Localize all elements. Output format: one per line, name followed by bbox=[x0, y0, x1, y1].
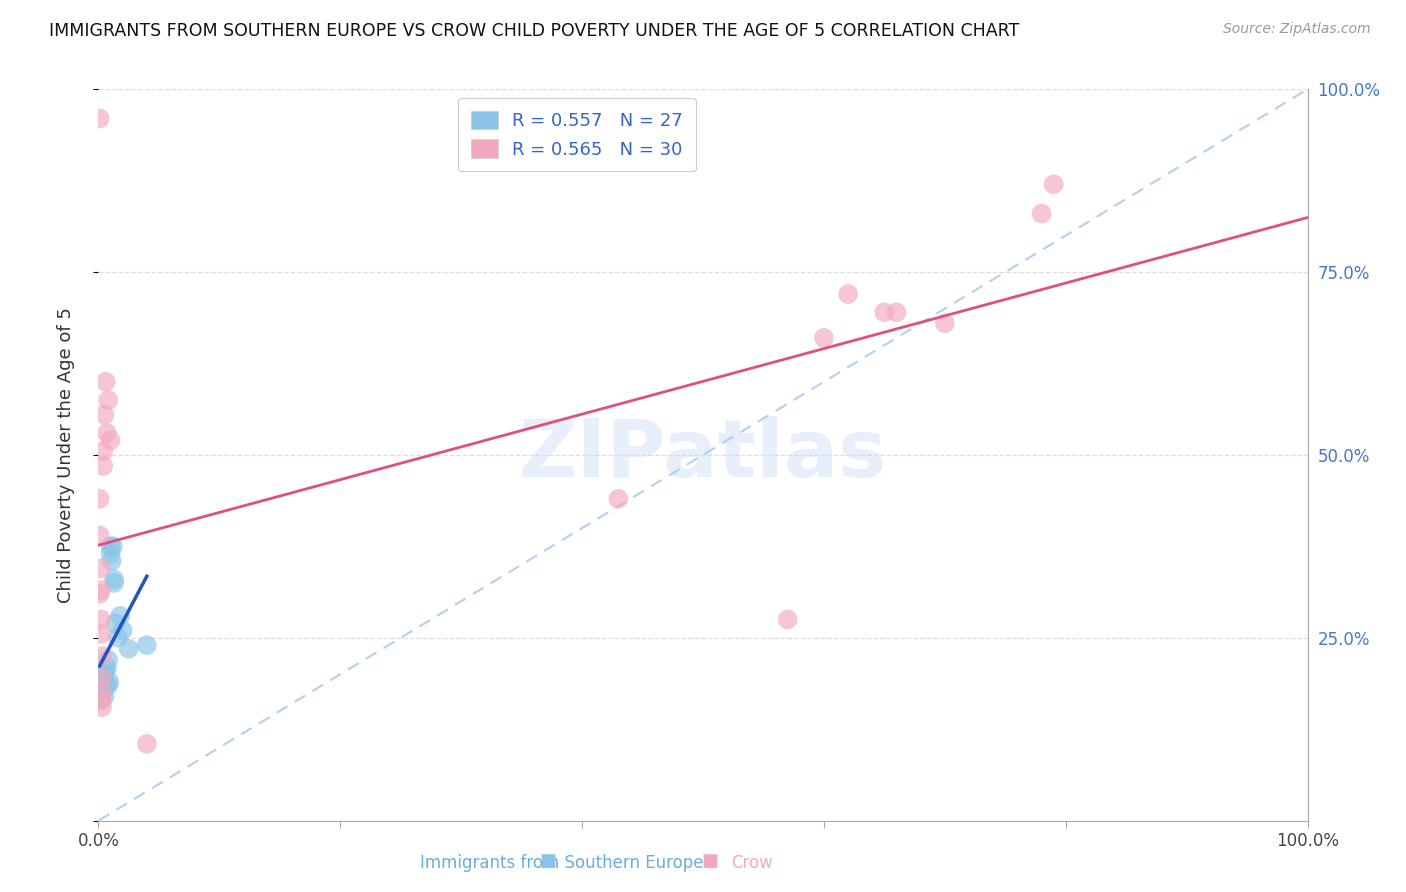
Point bbox=[135, 737, 157, 751]
Point bbox=[91, 671, 114, 685]
Y-axis label: Child Poverty Under the Age of 5: Child Poverty Under the Age of 5 bbox=[56, 307, 75, 603]
Point bbox=[103, 576, 125, 591]
Point bbox=[776, 612, 799, 626]
Point bbox=[90, 583, 112, 598]
Text: Immigrants from Southern Europe: Immigrants from Southern Europe bbox=[419, 855, 703, 872]
Point bbox=[94, 375, 117, 389]
Point bbox=[90, 693, 112, 707]
Point bbox=[94, 664, 117, 678]
Point bbox=[91, 444, 114, 458]
Point bbox=[934, 316, 956, 330]
Point bbox=[100, 434, 122, 448]
Text: Source: ZipAtlas.com: Source: ZipAtlas.com bbox=[1223, 22, 1371, 37]
Point bbox=[91, 686, 114, 700]
Point bbox=[108, 608, 131, 623]
Point bbox=[103, 572, 125, 586]
Point bbox=[100, 547, 122, 561]
Point bbox=[97, 393, 120, 408]
Point bbox=[100, 554, 122, 568]
Text: ■: ■ bbox=[702, 852, 718, 870]
Point bbox=[91, 700, 114, 714]
Point bbox=[89, 528, 111, 542]
Point bbox=[93, 690, 115, 704]
Text: IMMIGRANTS FROM SOUTHERN EUROPE VS CROW CHILD POVERTY UNDER THE AGE OF 5 CORRELA: IMMIGRANTS FROM SOUTHERN EUROPE VS CROW … bbox=[49, 22, 1019, 40]
Point bbox=[96, 425, 118, 440]
Point bbox=[111, 624, 134, 638]
Point bbox=[90, 627, 112, 641]
Point bbox=[813, 331, 835, 345]
Text: ZIPatlas: ZIPatlas bbox=[519, 416, 887, 494]
Point bbox=[101, 539, 124, 553]
Point bbox=[91, 681, 114, 696]
Point bbox=[93, 667, 115, 681]
Point bbox=[91, 671, 114, 685]
Point bbox=[100, 539, 122, 553]
Point bbox=[1031, 206, 1053, 220]
Point bbox=[104, 616, 127, 631]
Point bbox=[1042, 178, 1064, 192]
Point bbox=[873, 305, 896, 319]
Point bbox=[90, 612, 112, 626]
Point bbox=[97, 678, 120, 692]
Point bbox=[107, 631, 129, 645]
Point bbox=[91, 693, 114, 707]
Point bbox=[89, 112, 111, 126]
Point bbox=[118, 641, 141, 656]
Point bbox=[98, 674, 121, 689]
Point bbox=[135, 638, 157, 652]
Point bbox=[837, 287, 859, 301]
Point bbox=[89, 686, 111, 700]
Point bbox=[886, 305, 908, 319]
Legend: R = 0.557   N = 27, R = 0.565   N = 30: R = 0.557 N = 27, R = 0.565 N = 30 bbox=[458, 98, 696, 171]
Text: ■: ■ bbox=[540, 852, 557, 870]
Point bbox=[89, 587, 111, 601]
Point bbox=[91, 458, 114, 473]
Point bbox=[94, 678, 117, 692]
Point bbox=[607, 491, 630, 506]
Point bbox=[90, 561, 112, 575]
Point bbox=[93, 408, 115, 422]
Point bbox=[89, 491, 111, 506]
Point bbox=[90, 678, 112, 692]
Point bbox=[91, 649, 114, 664]
Point bbox=[91, 686, 114, 700]
Text: Crow: Crow bbox=[731, 855, 773, 872]
Point bbox=[97, 653, 120, 667]
Point bbox=[96, 660, 118, 674]
Point bbox=[91, 674, 114, 689]
